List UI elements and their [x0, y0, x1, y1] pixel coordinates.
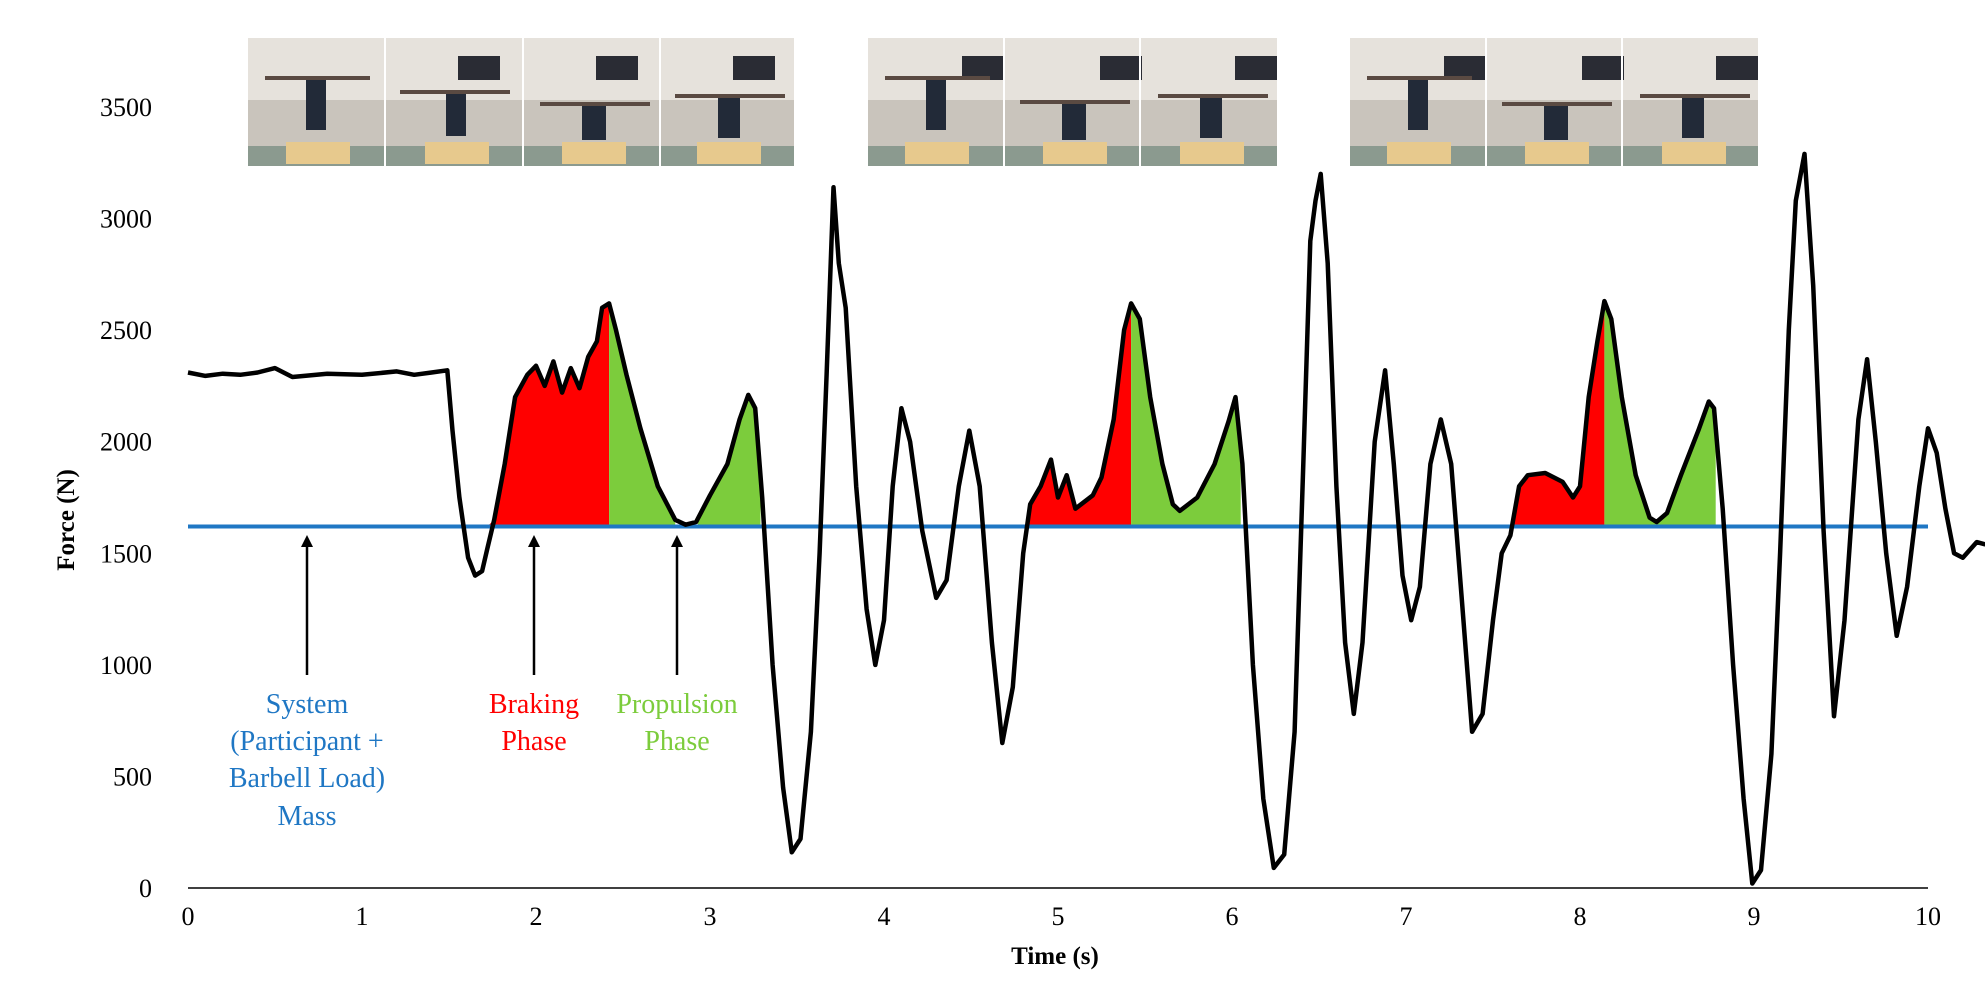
photo-strip-3 — [1350, 38, 1758, 166]
force-series-line — [187, 151, 1985, 886]
propulsion-phase-area-1 — [609, 303, 676, 527]
x-tick-label: 9 — [1748, 902, 1761, 931]
propulsion-annotation: Propulsion Phase — [616, 689, 737, 757]
system-annotation: System (Participant + Barbell Load) Mass — [229, 689, 385, 832]
y-tick-label: 1000 — [100, 651, 152, 680]
y-tick-labels: 0 500 1000 1500 2000 2500 3000 3500 — [100, 93, 152, 903]
x-tick-label: 1 — [356, 902, 369, 931]
x-tick-label: 7 — [1400, 902, 1413, 931]
propulsion-phase-area-3 — [1131, 303, 1241, 527]
braking-phase-area-1 — [487, 303, 610, 527]
x-tick-label: 0 — [182, 902, 195, 931]
x-tick-label: 3 — [704, 902, 717, 931]
y-tick-label: 3500 — [100, 93, 152, 122]
y-tick-label: 2000 — [100, 428, 152, 457]
x-axis-title: Time (s) — [1011, 943, 1099, 970]
propulsion-annotation-line-2: Phase — [644, 726, 709, 757]
y-tick-label: 1500 — [100, 539, 152, 568]
y-tick-label: 2500 — [100, 316, 152, 345]
braking-phase-area-2 — [1028, 303, 1132, 527]
propulsion-annotation-line-1: Propulsion — [616, 689, 737, 720]
annotation-arrows — [301, 535, 683, 675]
y-tick-label: 0 — [139, 874, 152, 903]
x-tick-label: 4 — [878, 902, 891, 931]
propulsion-arrowhead — [671, 535, 683, 547]
x-tick-label: 5 — [1052, 902, 1065, 931]
braking-annotation-line-1: Braking — [489, 689, 579, 720]
y-axis-title: Force (N) — [53, 469, 80, 571]
braking-annotation: Braking Phase — [489, 689, 579, 757]
y-tick-label: 500 — [113, 762, 152, 791]
system-annotation-line-2: (Participant + — [230, 726, 383, 757]
braking-annotation-line-2: Phase — [501, 726, 566, 757]
photo-strip-1 — [248, 38, 794, 166]
x-tick-label: 8 — [1574, 902, 1587, 931]
photo-strip-2 — [868, 38, 1277, 166]
braking-arrowhead — [528, 535, 540, 547]
x-tick-labels: 0 1 2 3 4 5 6 7 8 9 10 — [182, 902, 1942, 931]
system-arrowhead — [301, 535, 313, 547]
x-tick-label: 6 — [1226, 902, 1239, 931]
phase-fills — [487, 301, 1716, 527]
x-tick-label: 10 — [1915, 902, 1941, 931]
system-annotation-line-4: Mass — [277, 801, 336, 832]
system-annotation-line-3: Barbell Load) — [229, 763, 385, 794]
braking-phase-area-3 — [1501, 301, 1605, 527]
x-tick-label: 2 — [530, 902, 543, 931]
propulsion-phase-area-4 — [1604, 301, 1716, 527]
system-annotation-line-1: System — [266, 689, 349, 720]
y-tick-label: 3000 — [100, 205, 152, 234]
